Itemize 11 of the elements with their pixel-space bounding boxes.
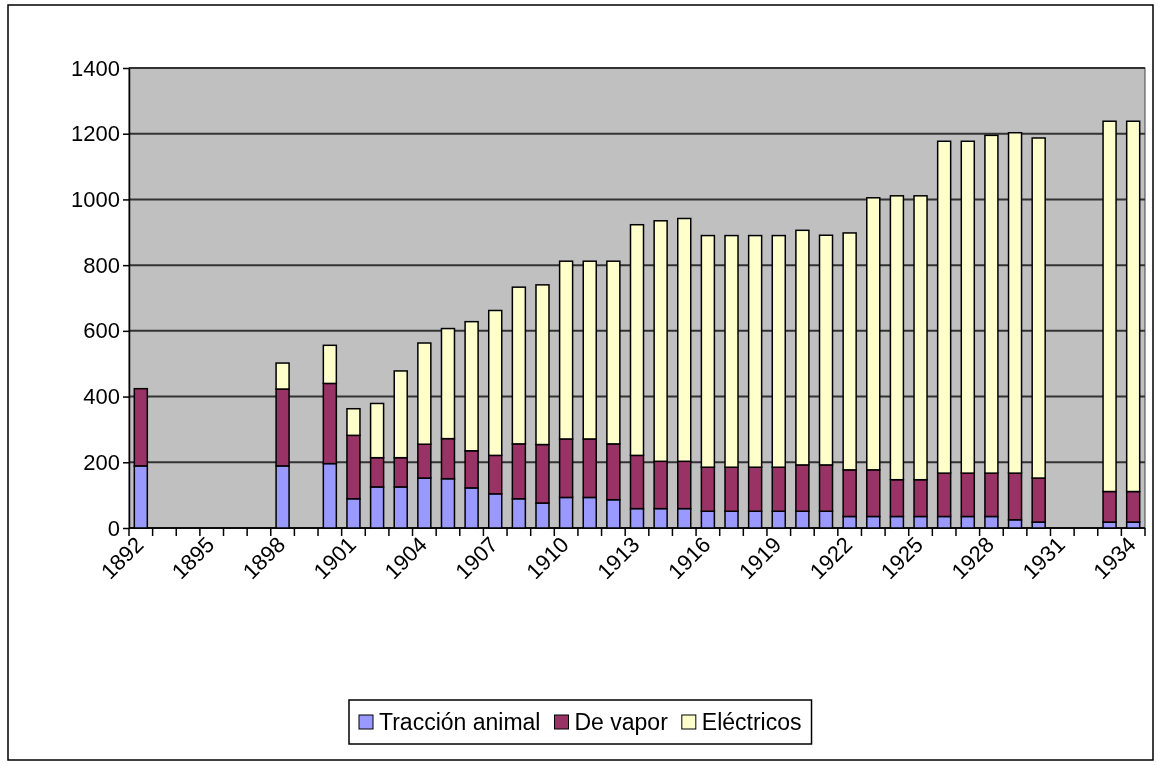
y-tick-label: 1400 [71, 55, 120, 81]
y-tick-label: 600 [83, 318, 120, 344]
y-tick-label: 400 [83, 384, 120, 410]
y-tick-label: 1200 [71, 121, 120, 147]
y-tick-label: 800 [83, 252, 120, 278]
y-tick-label: 0 [107, 515, 120, 541]
legend-label: De vapor [574, 709, 669, 735]
legend-label: Eléctricos [701, 709, 802, 735]
y-tick-label: 200 [83, 449, 120, 475]
legend-label: Tracción animal [379, 709, 541, 735]
y-tick-label: 1000 [71, 186, 120, 212]
